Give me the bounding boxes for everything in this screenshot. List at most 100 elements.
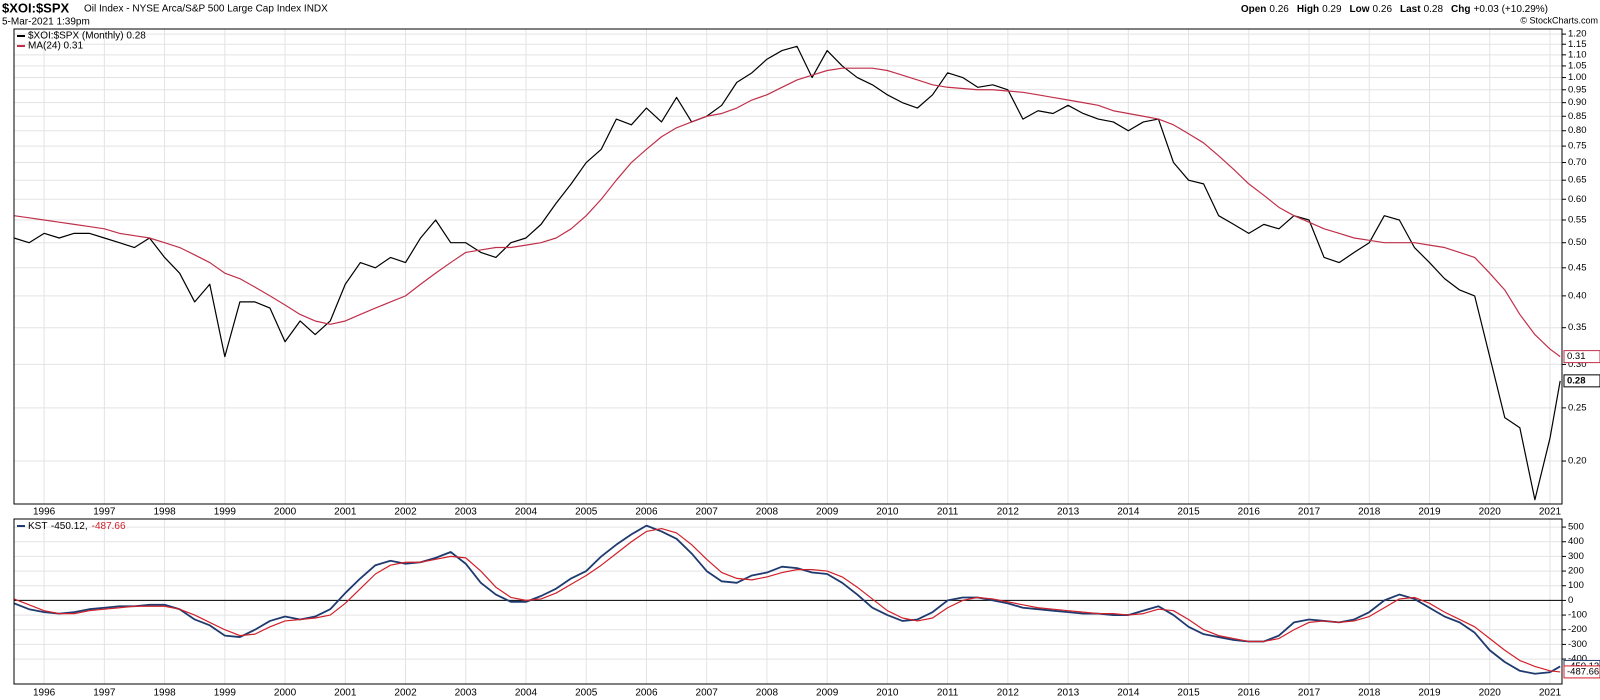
x-tick-label: 2006	[635, 688, 658, 699]
quote-label: Open	[1241, 4, 1267, 15]
quote-value: +0.03 (+10.29%)	[1474, 4, 1549, 15]
last-value-label: -487.66	[1567, 666, 1599, 677]
y-tick-label: 300	[1568, 551, 1584, 562]
x-tick-label: 2015	[1177, 688, 1200, 699]
y-tick-label: 0.85	[1568, 111, 1587, 122]
y-tick-label: -400	[1568, 654, 1587, 665]
quote: Open 0.26 High 0.29 Low 0.26 Last 0.28 Chg +0.03 …	[1241, 4, 1548, 15]
x-tick-label: 2012	[997, 688, 1020, 699]
x-tick-label: 2001	[334, 507, 357, 518]
legend-label: KST -450.12, -487.66	[28, 521, 126, 532]
x-tick-label: 2005	[575, 507, 598, 518]
x-tick-label: 2013	[1057, 688, 1080, 699]
x-tick-label: 1996	[33, 688, 56, 699]
legend-label: $XOI:$SPX (Monthly) 0.28	[28, 31, 146, 42]
x-tick-label: 2013	[1057, 507, 1080, 518]
series-line	[13, 67, 1561, 358]
last-value-label: 0.28	[1567, 375, 1586, 386]
y-tick-label: -200	[1568, 624, 1587, 635]
x-tick-label: 2014	[1117, 688, 1140, 699]
x-tick-label: 1998	[153, 507, 176, 518]
description: Oil Index - NYSE Arca/S&P 500 Large Cap …	[84, 4, 328, 15]
y-tick-label: 0.45	[1568, 262, 1587, 273]
last-value-label: 0.31	[1567, 351, 1586, 362]
x-tick-label: 2009	[816, 507, 839, 518]
y-tick-label: -300	[1568, 639, 1587, 650]
x-tick-label: 2003	[455, 507, 478, 518]
x-tick-label: 2005	[575, 688, 598, 699]
x-tick-label: 2010	[876, 688, 899, 699]
last-value-box	[1563, 665, 1600, 679]
y-tick-label: 0.65	[1568, 175, 1587, 186]
y-tick-label: 0.25	[1568, 402, 1587, 413]
last-value-box	[1563, 350, 1600, 364]
y-tick-label: 100	[1568, 580, 1584, 591]
y-tick-label: 0	[1568, 595, 1573, 606]
y-tick-label: 200	[1568, 566, 1584, 577]
y-tick-label: 400	[1568, 536, 1584, 547]
plot-frame	[13, 518, 1563, 685]
x-tick-label: 2008	[756, 688, 779, 699]
legend-value: -450.12,	[51, 521, 88, 532]
x-tick-label: 1999	[214, 688, 237, 699]
y-tick-label: -100	[1568, 610, 1587, 621]
y-tick-label: 0.95	[1568, 84, 1587, 95]
x-tick-label: 2018	[1358, 507, 1381, 518]
y-tick-label: 0.80	[1568, 125, 1587, 136]
x-tick-label: 2003	[455, 688, 478, 699]
x-tick-label: 2017	[1298, 688, 1321, 699]
copyright: © StockCharts.com	[1520, 15, 1598, 25]
y-tick-label: 0.50	[1568, 237, 1587, 248]
x-tick-label: 2006	[635, 507, 658, 518]
x-tick-label: 1997	[93, 507, 116, 518]
x-tick-label: 2011	[937, 507, 959, 518]
quote-value: 0.26	[1373, 4, 1393, 15]
x-tick-label: 2004	[515, 688, 538, 699]
x-tick-label: 2008	[756, 507, 779, 518]
quote-value: 0.29	[1322, 4, 1342, 15]
y-tick-label: 0.60	[1568, 194, 1587, 205]
x-tick-label: 2007	[696, 507, 719, 518]
x-tick-label: 2019	[1418, 688, 1441, 699]
x-tick-label: 1996	[33, 507, 56, 518]
quote-label: Chg	[1451, 4, 1470, 15]
quote-value: 0.26	[1269, 4, 1289, 15]
last-value-box	[1563, 374, 1600, 388]
y-tick-label: 0.70	[1568, 157, 1587, 168]
x-tick-label: 2004	[515, 507, 538, 518]
x-tick-label: 2002	[394, 688, 417, 699]
x-tick-label: 2012	[997, 507, 1020, 518]
x-tick-label: 2011	[937, 688, 959, 699]
x-tick-label: 2001	[334, 688, 357, 699]
x-tick-label: 1998	[153, 688, 176, 699]
x-tick-label: 2020	[1479, 507, 1502, 518]
x-tick-label: 2000	[274, 507, 297, 518]
legend-name: KST	[28, 521, 47, 532]
y-tick-label: 1.10	[1568, 49, 1587, 60]
y-tick-label: 1.00	[1568, 72, 1587, 83]
x-tick-label: 2016	[1238, 688, 1261, 699]
x-tick-label: 2000	[274, 688, 297, 699]
series-line	[13, 45, 1561, 501]
x-tick-label: 1999	[214, 507, 237, 518]
y-tick-label: 1.15	[1568, 39, 1587, 50]
y-tick-label: 0.90	[1568, 97, 1587, 108]
x-tick-label: 2015	[1177, 507, 1200, 518]
y-tick-label: 0.55	[1568, 215, 1587, 226]
legend-label: MA(24) 0.31	[28, 41, 83, 52]
y-tick-label: 0.75	[1568, 141, 1587, 152]
x-tick-label: 2010	[876, 507, 899, 518]
x-tick-label: 2002	[394, 507, 417, 518]
date: 5-Mar-2021 1:39pm	[2, 17, 90, 28]
x-tick-label: 1997	[93, 688, 116, 699]
quote-label: Last	[1400, 4, 1421, 15]
quote-value: 0.28	[1424, 4, 1444, 15]
x-tick-label: 2016	[1238, 507, 1261, 518]
series-line	[13, 524, 1561, 675]
x-tick-label: 2018	[1358, 688, 1381, 699]
x-tick-label: 2020	[1479, 688, 1502, 699]
x-tick-label: 2021	[1539, 688, 1562, 699]
quote-label: Low	[1350, 4, 1370, 15]
